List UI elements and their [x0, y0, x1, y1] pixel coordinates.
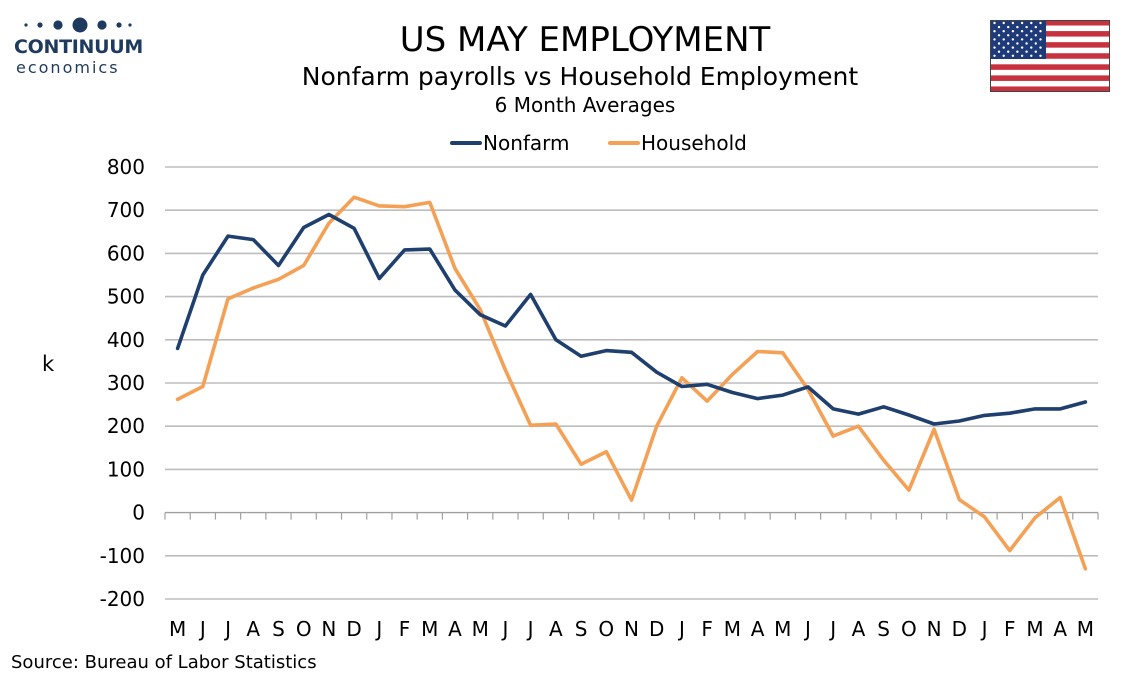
x-tick-label: M: [169, 617, 186, 641]
logo-wordmark: CONTINUUM: [14, 36, 143, 58]
x-tick-label: N: [624, 617, 639, 641]
x-tick-label: A: [549, 617, 563, 641]
y-tick-label: 600: [107, 241, 145, 265]
us-flag-icon: [990, 20, 1110, 92]
x-tick-label: M: [472, 617, 489, 641]
y-tick-label: 800: [107, 155, 145, 179]
series-line-nonfarm: [175, 212, 1088, 426]
x-tick-label: M: [724, 617, 741, 641]
x-tick-label: O: [901, 617, 917, 641]
y-tick-label: 700: [107, 198, 145, 222]
x-tick-label: J: [828, 617, 836, 641]
x-tick-label: S: [877, 617, 890, 641]
y-tick-label: 100: [107, 457, 145, 481]
y-tick-label: -200: [100, 587, 145, 611]
y-tick-label: 300: [107, 371, 145, 395]
x-tick-label: O: [296, 617, 312, 641]
x-tick-label: O: [598, 617, 614, 641]
logo-tagline: economics: [16, 58, 120, 77]
x-tick-label: F: [1004, 617, 1016, 641]
y-axis-label: k: [42, 352, 55, 376]
x-tick-label: D: [952, 617, 967, 641]
logo-dots-icon: [24, 17, 132, 33]
x-tick-label: F: [399, 617, 411, 641]
chart-subtitle-averages: 6 Month Averages: [494, 93, 676, 117]
y-tick-label: 0: [132, 501, 145, 525]
x-tick-label: J: [803, 617, 811, 641]
source-note: Source: Bureau of Labor Statistics: [11, 652, 317, 673]
x-tick-label: M: [421, 617, 438, 641]
chart-subtitle: Nonfarm payrolls vs Household Employment: [301, 62, 859, 91]
x-tick-label: J: [198, 617, 206, 641]
y-tick-label: 400: [107, 328, 145, 352]
x-tick-label: J: [980, 617, 988, 641]
x-tick-label: J: [526, 617, 534, 641]
y-tick-label: 500: [107, 285, 145, 309]
x-tick-label: A: [1053, 617, 1067, 641]
x-tick-label: F: [701, 617, 713, 641]
legend-label-household: Household: [641, 131, 747, 155]
x-tick-label: A: [852, 617, 866, 641]
x-tick-label: M: [1026, 617, 1043, 641]
legend-label-nonfarm: Nonfarm: [483, 131, 570, 155]
x-tick-label: N: [927, 617, 942, 641]
x-tick-label: J: [677, 617, 685, 641]
x-tick-label: J: [374, 617, 382, 641]
y-tick-label: -100: [100, 544, 145, 568]
x-tick-label: S: [575, 617, 588, 641]
x-tick-label: M: [1077, 617, 1094, 641]
series-line-household: [175, 195, 1088, 571]
x-tick-label: D: [346, 617, 361, 641]
x-tick-label: S: [272, 617, 285, 641]
x-tick-label: M: [774, 617, 791, 641]
x-tick-label: D: [649, 617, 664, 641]
y-tick-label: 200: [107, 414, 145, 438]
x-tick-label: N: [321, 617, 336, 641]
x-tick-label: J: [500, 617, 508, 641]
continuum-logo: CONTINUUM economics: [10, 14, 143, 77]
x-tick-label: A: [246, 617, 260, 641]
x-tick-label: A: [448, 617, 462, 641]
x-tick-label: J: [223, 617, 231, 641]
x-tick-label: A: [751, 617, 765, 641]
chart-title: US MAY EMPLOYMENT: [399, 20, 771, 60]
